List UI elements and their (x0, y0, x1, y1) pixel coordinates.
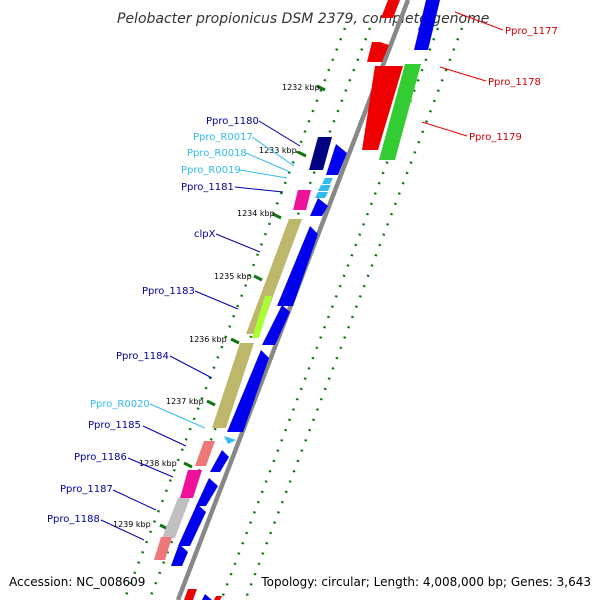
rna-arrow (318, 185, 331, 191)
gene-label-ppro-1186: Ppro_1186 (74, 452, 127, 463)
label-connector (245, 152, 291, 173)
tick-mark (297, 150, 307, 158)
tick-mark (316, 84, 326, 92)
tick-mark (272, 212, 282, 220)
tick-label: 1239 kbp (113, 520, 151, 529)
gene-arrow-ppro-1187 (162, 498, 190, 538)
gene-label-ppro-r0017: Ppro_R0017 (193, 132, 253, 143)
tick-label: 1234 kbp (237, 209, 275, 218)
tick-mark (253, 274, 263, 282)
gene-arrow-ppro-1181 (293, 190, 311, 210)
gene-arrow (214, 596, 222, 600)
gene-arrow-ppro-1178 (362, 66, 403, 150)
gene-arrow (367, 42, 389, 62)
label-connector (239, 169, 288, 179)
label-connector (421, 121, 468, 137)
gene-arrow (171, 544, 188, 566)
bottom-genes (184, 589, 222, 600)
label-connector (100, 519, 145, 541)
gene-label-ppro-1187: Ppro_1187 (60, 484, 113, 495)
label-connector (234, 186, 284, 193)
gene-label-ppro-1183: Ppro_1183 (142, 286, 195, 297)
label-connector (439, 66, 487, 82)
gene-label-ppro-r0018: Ppro_R0018 (187, 148, 247, 159)
label-connector (251, 136, 295, 167)
tick-label: 1232 kbp (282, 83, 320, 92)
gene-label-ppro-1180: Ppro_1180 (206, 116, 259, 127)
left-label-lines (100, 120, 301, 541)
gene-arrow (326, 144, 347, 175)
label-connector (127, 457, 174, 478)
topology-text: Topology: circular; Length: 4,008,000 bp… (260, 575, 591, 589)
tick-label: 1235 kbp (214, 272, 252, 281)
guide-dots-outer-left (123, 27, 347, 599)
gene-label-ppro-r0020: Ppro_R0020 (90, 399, 150, 410)
ruler-labels: 1232 kbp 1233 kbp 1234 kbp 1235 kbp 1236… (113, 83, 320, 529)
gene-arrow (184, 589, 197, 600)
guide-dots (123, 27, 464, 599)
tick-label: 1233 kbp (259, 146, 297, 155)
gene-arrow-ppro-1184 (212, 343, 254, 428)
gene-label-ppro-1188: Ppro_1188 (47, 514, 100, 525)
label-connector (169, 355, 213, 379)
guide-dots-outer-right (244, 27, 464, 599)
gene-label-ppro-1178: Ppro_1178 (488, 77, 541, 88)
label-connector (149, 403, 206, 429)
tick-mark (206, 399, 216, 407)
gene-arrow-ppro-1180 (309, 137, 332, 170)
tick-mark (183, 461, 193, 469)
label-connector (194, 290, 239, 310)
gene-arrow (277, 226, 318, 306)
rna-arrow (322, 178, 333, 184)
gene-arrow-ppro-1183 (262, 305, 290, 345)
gene-label-clpx: clpX (194, 229, 216, 240)
gene-arrow-ppro-1185 (195, 441, 215, 466)
accession-text: Accession: NC_008609 (9, 575, 145, 589)
right-label-lines (421, 11, 504, 137)
left-genes (154, 137, 347, 566)
rna-arrow (315, 192, 328, 198)
tick-label: 1236 kbp (189, 335, 227, 344)
gene-arrow (252, 296, 272, 338)
left-labels: Ppro_1180 Ppro_R0017 Ppro_R0018 Ppro_R00… (47, 116, 259, 525)
guide-dots-inner-right (220, 27, 440, 599)
tick-label: 1238 kbp (139, 459, 177, 468)
gene-arrow (202, 594, 212, 600)
gene-arrow (196, 478, 218, 506)
gene-label-ppro-r0019: Ppro_R0019 (181, 165, 241, 176)
gene-label-ppro-1177: Ppro_1177 (505, 26, 558, 37)
label-connector (215, 233, 261, 253)
map-title: Pelobacter propionicus DSM 2379, complet… (117, 11, 489, 27)
gene-label-ppro-1184: Ppro_1184 (116, 351, 169, 362)
gene-arrow-ppro-1188 (154, 537, 172, 560)
gene-label-ppro-1179: Ppro_1179 (469, 132, 522, 143)
label-connector (112, 489, 157, 511)
label-connector (258, 120, 301, 147)
gene-arrow (381, 0, 400, 18)
gene-arrow (178, 504, 206, 546)
gene-arrow-clpx (246, 219, 302, 334)
label-connector (142, 425, 187, 447)
gene-label-ppro-1185: Ppro_1185 (88, 420, 141, 431)
right-labels: Ppro_1177 Ppro_1178 Ppro_1179 (469, 26, 558, 143)
gene-arrow (310, 198, 328, 216)
gene-label-ppro-1181: Ppro_1181 (181, 182, 234, 193)
right-genes (362, 0, 440, 160)
gene-arrow (210, 450, 229, 472)
tick-mark (230, 337, 240, 345)
gene-arrow (227, 350, 269, 432)
label-connector (454, 11, 504, 31)
gene-arrow-ppro-1179 (379, 64, 421, 160)
rna-arrow-ppro-r0020 (224, 436, 236, 444)
gene-arrow-ppro-1186 (180, 470, 202, 498)
tick-label: 1237 kbp (166, 397, 204, 406)
gene-arrow (414, 0, 440, 50)
